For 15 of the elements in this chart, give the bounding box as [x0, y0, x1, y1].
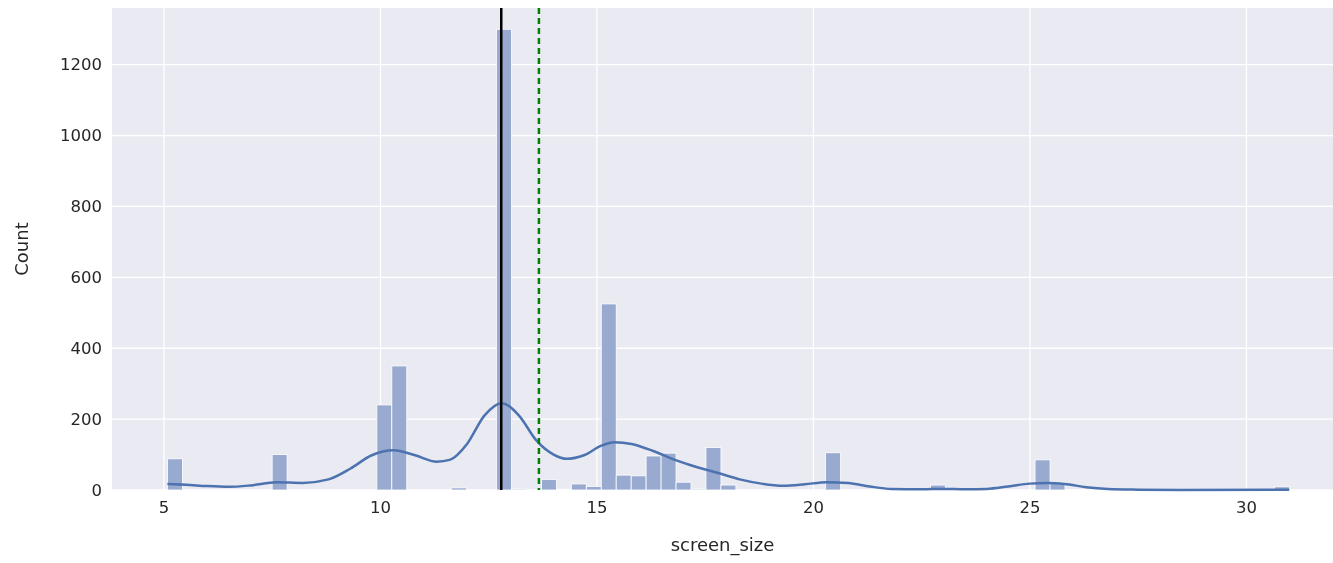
x-tick-label: 5	[158, 498, 170, 517]
y-tick-label: 1200	[60, 55, 102, 75]
y-tick-label: 400	[70, 339, 102, 359]
y-tick-label: 1000	[60, 126, 102, 146]
y-tick-label: 200	[70, 409, 102, 429]
x-axis-title: screen_size	[670, 534, 775, 556]
x-tick-label: 30	[1235, 498, 1257, 517]
y-tick-label: 600	[70, 268, 102, 288]
x-tick-label: 10	[369, 498, 391, 517]
x-tick-label: 25	[1019, 498, 1041, 517]
x-tick-label: 15	[586, 498, 608, 517]
y-tick-label: 800	[70, 197, 102, 217]
y-axis-title: Count	[11, 222, 32, 276]
x-tick-label: 20	[802, 498, 824, 517]
y-tick-label: 0	[91, 480, 102, 500]
